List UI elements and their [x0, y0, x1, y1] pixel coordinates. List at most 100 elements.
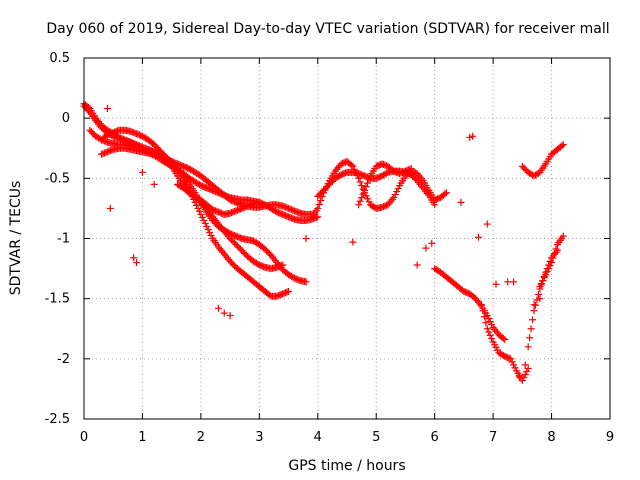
data-point	[359, 190, 367, 198]
data-point	[195, 207, 203, 215]
data-point	[524, 364, 532, 372]
x-tick-label: 6	[431, 430, 439, 445]
data-point	[485, 328, 493, 336]
data-point	[431, 201, 439, 209]
data-point	[204, 225, 212, 233]
data-point	[255, 198, 263, 206]
data-point	[488, 321, 496, 329]
data-point	[486, 318, 494, 326]
data-point	[406, 165, 414, 173]
data-point	[523, 367, 531, 375]
data-point	[314, 204, 322, 212]
data-point	[529, 316, 537, 324]
y-tick-label: -2	[57, 352, 70, 367]
data-point	[526, 334, 534, 342]
data-point	[552, 245, 560, 253]
x-tick-label: 1	[138, 430, 146, 445]
data-point	[422, 244, 430, 252]
data-point	[545, 265, 553, 273]
data-point	[197, 210, 205, 218]
x-tick-label: 3	[255, 430, 263, 445]
data-point	[504, 278, 512, 286]
data-point	[480, 313, 488, 321]
data-point	[543, 268, 551, 276]
data-point	[365, 198, 373, 206]
data-point	[550, 250, 558, 258]
plot-frame	[83, 57, 611, 420]
data-point	[358, 194, 366, 202]
data-point	[358, 182, 366, 190]
data-point	[356, 178, 364, 186]
data-point	[203, 222, 211, 230]
data-point	[407, 165, 415, 173]
data-point	[391, 191, 399, 199]
data-point	[442, 189, 450, 197]
data-point	[483, 220, 491, 228]
data-point	[507, 355, 515, 363]
data-point	[285, 287, 293, 295]
data-point	[349, 238, 357, 246]
data-point	[428, 239, 436, 247]
x-tick-label: 4	[314, 430, 322, 445]
data-point	[302, 235, 310, 242]
data-point	[315, 201, 323, 209]
data-point	[317, 197, 325, 205]
data-point	[559, 141, 567, 149]
x-tick-label: 5	[372, 430, 380, 445]
data-point	[198, 213, 206, 221]
data-point	[457, 198, 465, 206]
data-point	[539, 277, 547, 285]
data-point	[558, 142, 566, 150]
data-point	[501, 336, 509, 344]
y-axis-label: SDTVAR / TECUs	[8, 181, 24, 296]
data-point	[363, 195, 371, 203]
data-point	[540, 274, 548, 282]
data-point	[207, 231, 215, 239]
chart-title: Day 060 of 2019, Sidereal Day-to-day VTE…	[46, 21, 609, 37]
x-tick-label: 9	[606, 430, 614, 445]
data-point	[530, 301, 538, 309]
data-point	[530, 307, 538, 315]
data-point	[314, 213, 322, 221]
data-point	[214, 304, 222, 312]
y-tick-label: 0.5	[49, 51, 70, 66]
data-point	[479, 307, 487, 315]
y-tick-label: -1	[57, 232, 70, 247]
data-point	[475, 233, 482, 241]
data-point	[549, 254, 557, 262]
data-point	[302, 278, 310, 286]
data-point	[536, 295, 544, 303]
data-point	[130, 254, 138, 262]
y-tick-label: -1.5	[45, 292, 70, 307]
data-point	[283, 288, 291, 296]
data-point	[362, 183, 370, 191]
data-point	[150, 180, 158, 188]
data-point	[356, 197, 364, 205]
data-point	[413, 261, 421, 269]
data-point	[393, 188, 401, 196]
data-point	[363, 179, 371, 187]
data-point	[521, 361, 529, 369]
data-point	[559, 232, 567, 240]
data-point	[365, 176, 373, 184]
data-point	[347, 161, 355, 169]
data-point	[200, 216, 208, 224]
data-point	[441, 190, 449, 198]
data-point	[133, 259, 141, 267]
data-point	[477, 301, 485, 309]
data-point	[201, 219, 209, 227]
data-point	[521, 370, 529, 378]
data-point	[486, 331, 494, 339]
data-points	[80, 100, 567, 384]
data-point	[390, 194, 398, 202]
data-point	[527, 325, 535, 333]
data-point	[106, 204, 114, 212]
data-point	[546, 262, 554, 270]
data-point	[488, 335, 496, 343]
data-point	[84, 107, 92, 115]
data-point	[542, 271, 550, 279]
x-tick-label: 8	[547, 430, 555, 445]
data-point	[194, 204, 202, 212]
x-tick-label: 0	[80, 430, 88, 445]
